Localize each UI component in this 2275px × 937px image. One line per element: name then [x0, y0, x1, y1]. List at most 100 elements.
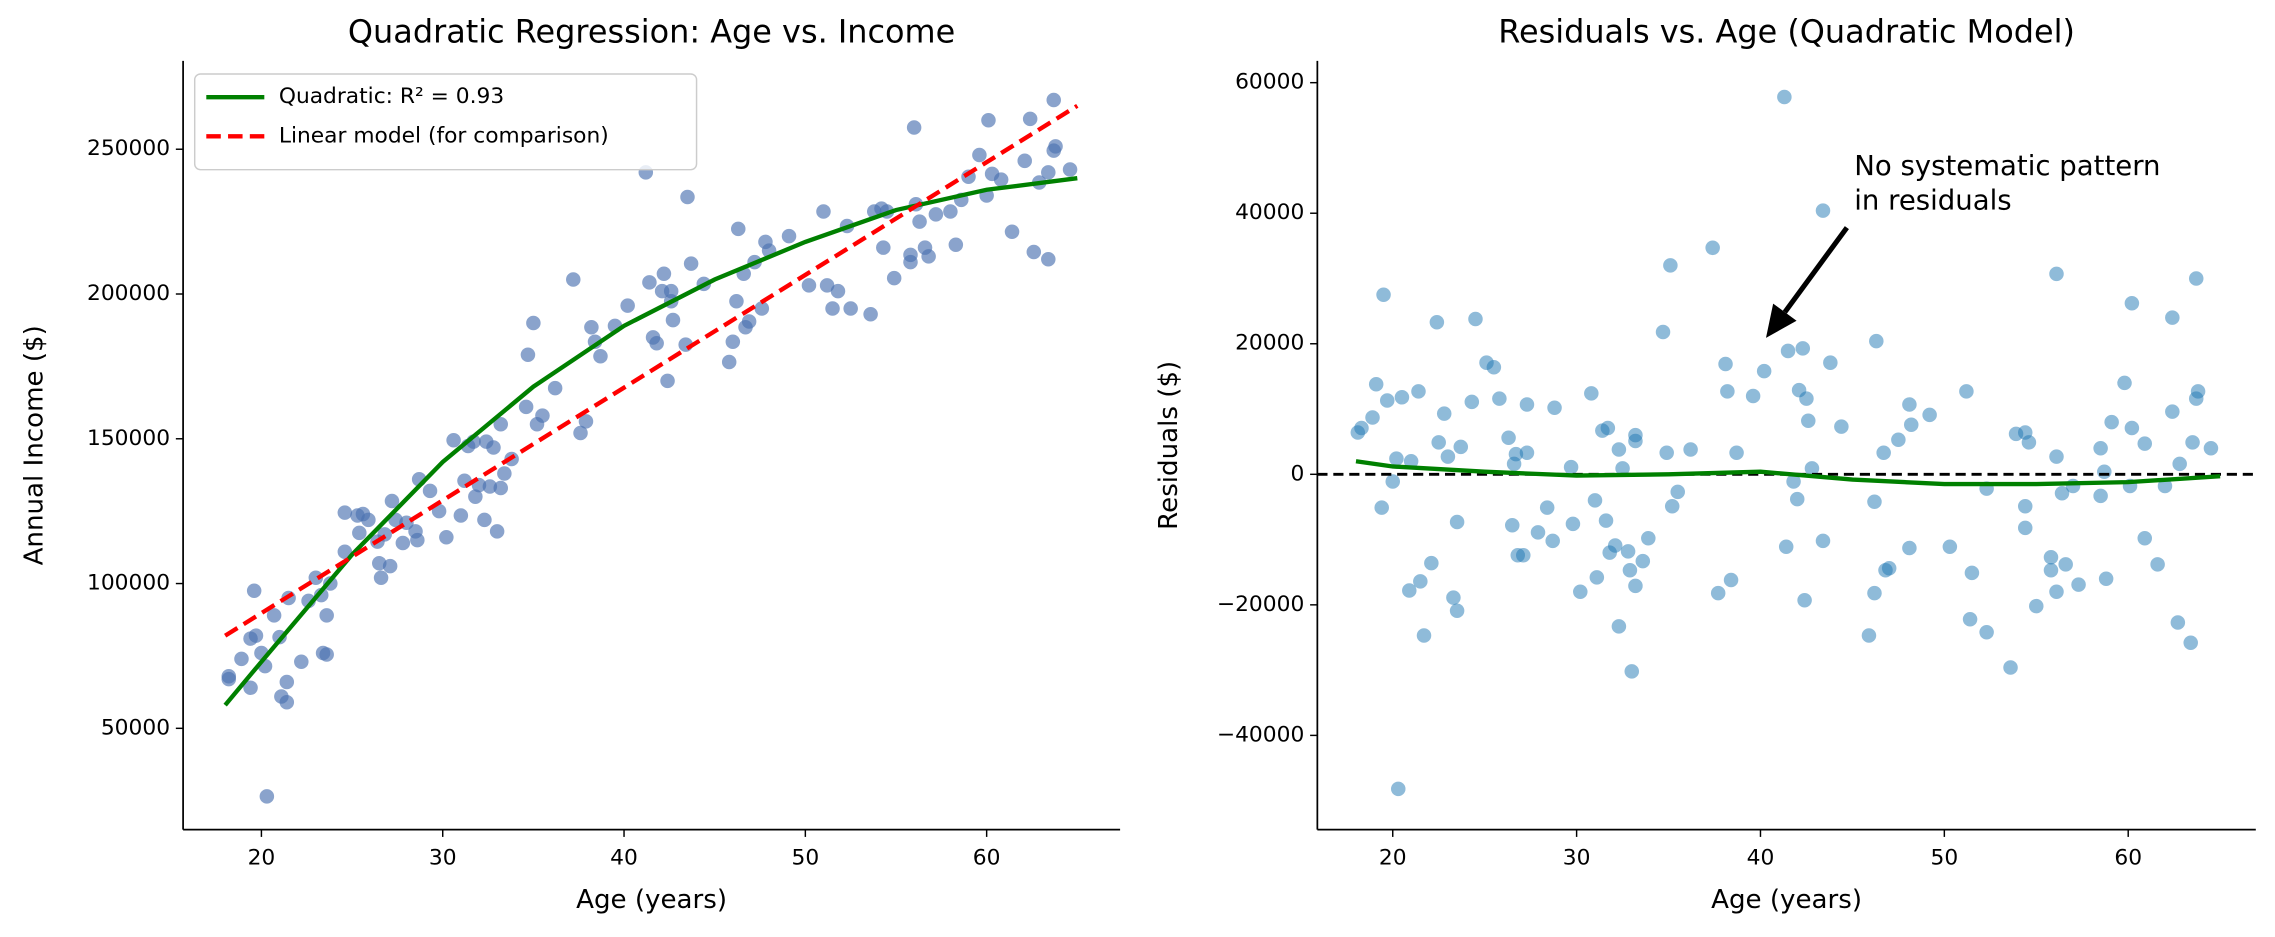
data-point [2165, 404, 2180, 419]
data-point [1876, 445, 1891, 461]
data-point [2003, 660, 2018, 675]
y-axis-label: Annual Income ($) [20, 325, 50, 565]
data-point [234, 651, 249, 667]
data-point [1705, 240, 1720, 256]
y-tick-label: 250000 [87, 136, 170, 161]
data-point [2093, 440, 2108, 456]
data-point [2098, 571, 2114, 586]
data-point [2021, 435, 2037, 450]
data-point [2049, 584, 2064, 600]
data-point [2165, 310, 2180, 325]
data-point [279, 674, 295, 690]
data-point [1720, 384, 1735, 399]
data-point [1429, 314, 1445, 330]
data-point [2170, 615, 2186, 630]
data-point [1062, 162, 1078, 177]
y-tick-label: −40000 [1217, 722, 1304, 747]
data-point [1867, 585, 1882, 601]
chart-title: Quadratic Regression: Age vs. Income [348, 12, 955, 50]
data-point [1891, 432, 1906, 447]
data-point [2172, 456, 2187, 472]
data-point [663, 283, 679, 299]
data-point [1368, 376, 1384, 392]
data-point [1022, 111, 1038, 127]
data-point [1573, 584, 1588, 600]
data-point [819, 278, 835, 293]
fit-line [223, 176, 1078, 707]
data-point [2054, 485, 2070, 501]
data-point [584, 320, 599, 335]
data-point [1756, 363, 1772, 379]
data-point [1516, 547, 1531, 563]
data-point [1508, 446, 1524, 462]
data-point [1670, 484, 1685, 500]
data-point [593, 349, 608, 364]
data-point [903, 254, 918, 270]
data-point [906, 120, 922, 135]
data-point [683, 256, 699, 271]
annotation-text: No systematic pattern [1854, 150, 2160, 182]
data-point [337, 544, 353, 559]
data-point [1416, 628, 1432, 643]
legend-label: Quadratic: R² = 0.93 [279, 84, 504, 109]
y-tick-label: −20000 [1217, 592, 1304, 617]
data-point [1942, 539, 1958, 555]
data-point [972, 147, 987, 163]
data-point [1004, 224, 1020, 240]
data-point [1449, 514, 1465, 530]
data-point [352, 525, 367, 541]
data-point [1563, 459, 1579, 475]
data-point [431, 503, 447, 519]
data-point [801, 278, 817, 293]
annotation-arrow [1782, 226, 1849, 314]
data-point [493, 417, 508, 432]
data-point [1389, 451, 1404, 466]
data-point [886, 270, 902, 286]
data-point [2017, 499, 2033, 514]
data-point [243, 680, 258, 696]
data-point [547, 380, 563, 396]
data-point [1823, 355, 1838, 370]
data-point [2058, 557, 2073, 572]
data-point [1436, 406, 1452, 421]
data-point [1815, 203, 1831, 218]
fit-line [1355, 459, 2221, 487]
data-point [660, 373, 675, 389]
data-point [1729, 445, 1744, 461]
data-point [754, 301, 770, 316]
data-point [259, 789, 275, 804]
data-point [2150, 557, 2165, 572]
data-point [410, 532, 425, 548]
data-point [279, 695, 295, 710]
data-point [781, 228, 797, 244]
data-point [921, 249, 936, 264]
data-point [1486, 360, 1502, 375]
data-point [2188, 271, 2204, 286]
data-point [1628, 433, 1643, 449]
x-tick-label: 60 [2114, 846, 2142, 871]
data-point [731, 221, 746, 237]
data-point [656, 266, 672, 281]
data-point [2117, 375, 2132, 391]
data-point [1402, 583, 1417, 598]
data-point [526, 315, 541, 331]
x-tick-label: 50 [791, 846, 819, 871]
data-point [1801, 413, 1816, 429]
data-point [1539, 500, 1555, 515]
data-point [948, 237, 964, 253]
point-group [1350, 89, 2219, 797]
data-point [248, 628, 264, 643]
data-point [2065, 478, 2081, 494]
data-point [649, 335, 664, 351]
data-point [1391, 781, 1406, 797]
data-point [439, 529, 454, 545]
data-point [1403, 453, 1419, 469]
data-point [1505, 517, 1520, 533]
data-point [1834, 419, 1849, 434]
data-point [453, 508, 469, 523]
y-tick-label: 150000 [87, 426, 170, 451]
data-point [1385, 474, 1400, 489]
data-point [665, 312, 681, 328]
data-point [319, 608, 334, 623]
